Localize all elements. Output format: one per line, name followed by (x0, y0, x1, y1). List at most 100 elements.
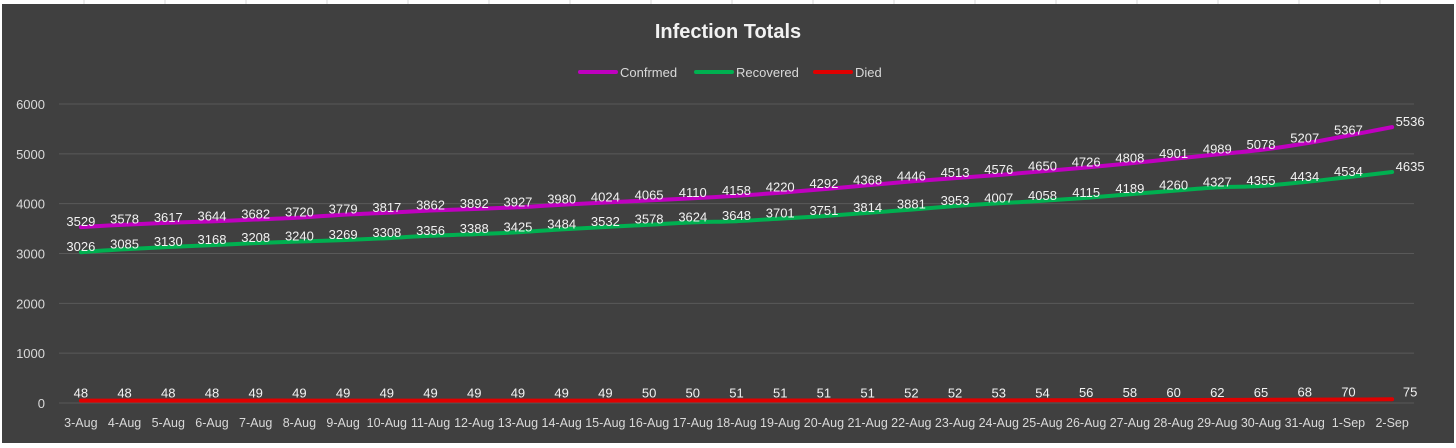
x-tick-label: 29-Aug (1197, 416, 1237, 430)
x-tick-label: 23-Aug (935, 416, 975, 430)
data-label: 48 (161, 386, 175, 401)
data-label: 3356 (416, 223, 445, 238)
data-label: 56 (1079, 385, 1093, 400)
data-label: 3578 (635, 212, 664, 227)
data-label: 49 (380, 386, 394, 401)
data-label: 5367 (1334, 123, 1363, 138)
x-tick-label: 8-Aug (283, 416, 316, 430)
x-tick-label: 4-Aug (108, 416, 141, 430)
x-tick-label: 22-Aug (891, 416, 931, 430)
y-axis: 0 1000 2000 3000 4000 5000 6000 (16, 97, 45, 411)
data-label: 4115 (1072, 185, 1100, 200)
data-label: 49 (292, 386, 306, 401)
data-label: 3208 (241, 230, 270, 245)
data-label: 4576 (984, 162, 1013, 177)
data-label: 4065 (635, 187, 664, 202)
data-label: 51 (773, 385, 787, 400)
data-label: 3817 (372, 200, 401, 215)
data-label: 3532 (591, 214, 620, 229)
data-label: 48 (74, 386, 88, 401)
data-label: 75 (1403, 384, 1417, 399)
data-label: 51 (817, 385, 831, 400)
x-tick-label: 7-Aug (239, 416, 272, 430)
data-label: 3026 (66, 239, 95, 254)
x-tick-label: 31-Aug (1285, 416, 1325, 430)
y-tick-label: 2000 (16, 296, 45, 311)
data-label: 3240 (285, 229, 314, 244)
data-label: 3624 (678, 209, 707, 224)
chart-area[interactable]: Infection Totals Confrmed Recovered Died 0… (2, 4, 1454, 443)
data-label: 4650 (1028, 158, 1057, 173)
data-labels: 3529 3578 3617 3644 3682 3720 3779 3817 3862 3892… (66, 114, 1424, 400)
chart-title: Infection Totals (655, 21, 801, 43)
data-label: 51 (860, 385, 874, 400)
data-label: 3529 (66, 214, 95, 229)
series-lines (78, 125, 1395, 403)
x-tick-label: 20-Aug (804, 416, 844, 430)
data-label: 3085 (110, 236, 139, 251)
data-label: 49 (467, 386, 481, 401)
data-label: 3269 (329, 227, 358, 242)
chart-legend: Confrmed Recovered Died (578, 65, 882, 80)
data-label: 50 (686, 386, 700, 401)
data-label: 4260 (1159, 178, 1188, 193)
x-tick-label: 28-Aug (1153, 416, 1193, 430)
data-label: 62 (1210, 385, 1224, 400)
x-tick-label: 10-Aug (367, 416, 407, 430)
x-tick-label: 6-Aug (195, 416, 228, 430)
x-tick-label: 16-Aug (629, 416, 669, 430)
data-label: 65 (1254, 385, 1268, 400)
y-gridlines (59, 103, 1414, 404)
x-tick-label: 15-Aug (585, 416, 625, 430)
series-line (78, 397, 1395, 403)
data-label: 49 (248, 386, 262, 401)
x-tick-label: 2-Sep (1375, 416, 1408, 430)
x-tick-label: 1-Sep (1332, 416, 1365, 430)
data-label: 4058 (1028, 188, 1057, 203)
x-tick-label: 27-Aug (1110, 416, 1150, 430)
data-label: 3892 (460, 196, 489, 211)
data-label: 4901 (1159, 146, 1188, 161)
y-tick-label: 3000 (16, 247, 45, 262)
x-tick-label: 24-Aug (979, 416, 1019, 430)
data-label: 3682 (241, 207, 270, 222)
data-label: 60 (1166, 385, 1180, 400)
data-label: 58 (1123, 385, 1137, 400)
x-tick-label: 13-Aug (498, 416, 538, 430)
data-label: 4292 (809, 176, 838, 191)
data-label: 4726 (1072, 154, 1101, 169)
data-label: 3980 (547, 192, 576, 207)
x-axis: 3-Aug 4-Aug 5-Aug 6-Aug 7-Aug 8-Aug 9-Aug 10-Au… (64, 416, 1409, 430)
x-tick-label: 5-Aug (152, 416, 185, 430)
data-label: 52 (904, 385, 918, 400)
data-label: 3617 (154, 210, 183, 225)
x-tick-label: 25-Aug (1022, 416, 1062, 430)
x-tick-label: 9-Aug (326, 416, 359, 430)
data-label: 4368 (853, 172, 882, 187)
data-label: 4007 (984, 190, 1013, 205)
data-label: 4534 (1334, 164, 1363, 179)
x-tick-label: 26-Aug (1066, 416, 1106, 430)
x-tick-label: 19-Aug (760, 416, 800, 430)
data-label: 68 (1297, 385, 1311, 400)
data-label: 4513 (941, 165, 970, 180)
x-tick-label: 17-Aug (673, 416, 713, 430)
x-tick-label: 18-Aug (716, 416, 756, 430)
data-label: 5078 (1247, 137, 1276, 152)
data-label: 4024 (591, 189, 620, 204)
background-sheet-gridlines (0, 0, 1456, 4)
series-line (78, 125, 1395, 230)
data-label: 53 (992, 385, 1006, 400)
x-tick-label: 21-Aug (847, 416, 887, 430)
legend-label: Confrmed (620, 65, 677, 80)
data-label: 49 (423, 386, 437, 401)
data-label: 4355 (1247, 173, 1276, 188)
legend-label: Died (855, 65, 882, 80)
data-label: 4110 (679, 185, 707, 200)
data-label: 4189 (1115, 181, 1144, 196)
data-label: 4158 (722, 183, 751, 198)
data-label: 4327 (1203, 174, 1232, 189)
x-tick-label: 3-Aug (64, 416, 97, 430)
x-tick-label: 12-Aug (454, 416, 494, 430)
series-line (78, 170, 1395, 255)
